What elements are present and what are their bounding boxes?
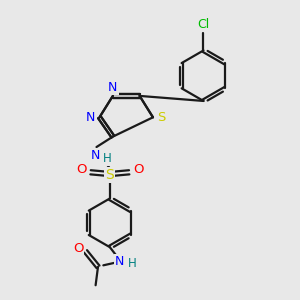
Text: O: O xyxy=(73,242,83,255)
Text: O: O xyxy=(134,163,144,176)
Text: N: N xyxy=(86,111,95,124)
Text: O: O xyxy=(76,163,86,176)
Text: S: S xyxy=(106,168,114,182)
Text: H: H xyxy=(128,257,136,270)
Text: H: H xyxy=(103,152,111,165)
Text: S: S xyxy=(157,111,165,124)
Text: N: N xyxy=(115,255,124,268)
Text: N: N xyxy=(91,149,101,162)
Text: N: N xyxy=(108,81,118,94)
Text: Cl: Cl xyxy=(197,18,210,31)
